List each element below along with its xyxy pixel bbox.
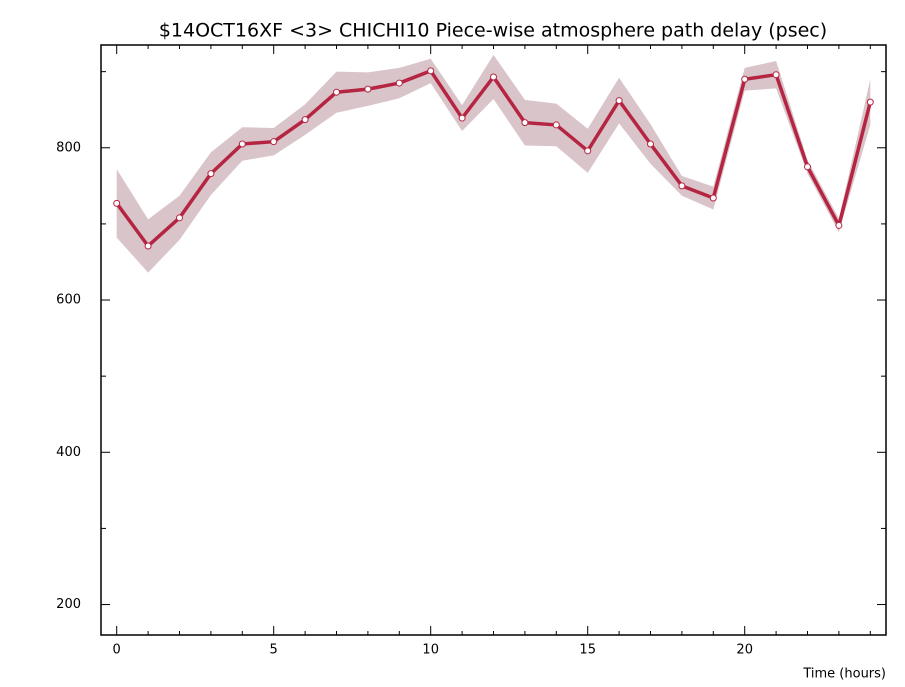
data-point: [584, 147, 592, 155]
x-tick-label: 0: [113, 643, 121, 658]
x-tick-label: 15: [579, 643, 596, 658]
x-tick-label: 10: [422, 643, 439, 658]
y-tick-label: 400: [56, 445, 81, 460]
data-point: [113, 199, 121, 207]
data-point: [772, 71, 780, 79]
y-tick-label: 800: [56, 140, 81, 155]
data-point: [333, 88, 340, 96]
data-point: [647, 140, 654, 148]
data-point: [207, 170, 215, 178]
x-tick-label: 20: [736, 643, 753, 658]
error-band: [116, 54, 871, 273]
data-point: [301, 116, 309, 124]
data-point: [709, 194, 717, 202]
data-point: [176, 214, 183, 222]
data-point: [741, 75, 749, 83]
data-point: [458, 114, 466, 122]
data-point: [615, 97, 623, 105]
data-point: [678, 182, 686, 190]
chart-title: $14OCT16XF <3> CHICHI10 Piece-wise atmos…: [159, 20, 827, 42]
data-point: [552, 121, 560, 129]
data-point: [144, 242, 152, 250]
data-point: [866, 98, 874, 106]
data-point: [395, 79, 403, 87]
y-tick-label: 200: [56, 597, 81, 612]
x-tick-label: 5: [270, 643, 278, 658]
data-point: [521, 119, 529, 127]
data-point: [490, 73, 497, 81]
y-tick-label: 600: [56, 293, 81, 308]
data-point: [270, 138, 278, 146]
data-point: [364, 85, 372, 93]
data-point: [804, 163, 811, 171]
data-point: [835, 221, 843, 229]
x-axis-label: Time (hours): [802, 667, 886, 682]
data-point: [238, 140, 246, 148]
plot-frame: [100, 44, 887, 636]
data-point: [427, 67, 435, 75]
